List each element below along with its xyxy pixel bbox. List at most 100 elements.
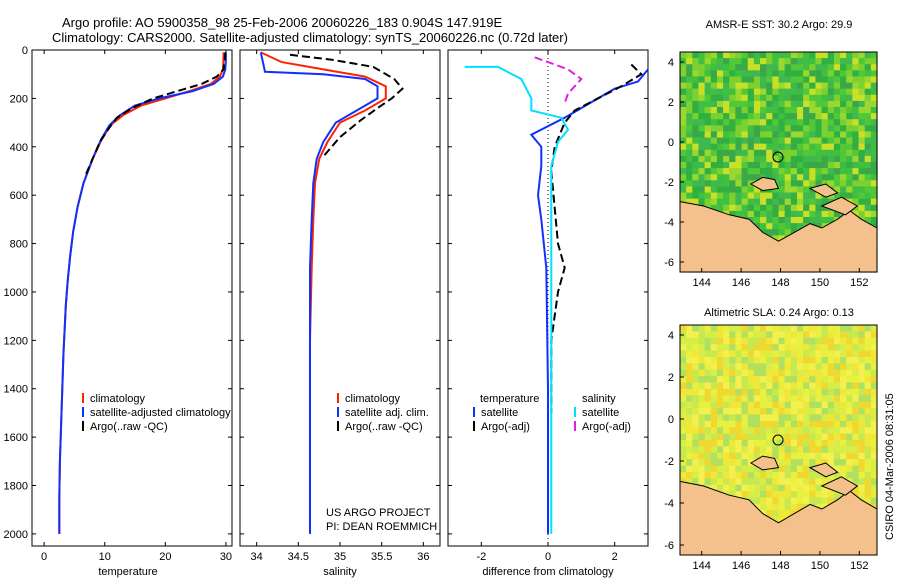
map-cell (686, 325, 693, 332)
map-cell (784, 119, 792, 126)
map-cell (833, 155, 841, 163)
map-cell (766, 376, 773, 384)
map-cell (741, 174, 749, 181)
map-cell (803, 497, 810, 505)
map-cell (858, 420, 866, 428)
map-cell (760, 491, 767, 499)
map-cell (796, 180, 804, 188)
map-cell (698, 131, 706, 139)
map-cell (692, 64, 700, 71)
x-tick-label: 10 (99, 551, 111, 563)
map-cell (846, 350, 853, 358)
map-cell (704, 440, 712, 447)
map-cell (870, 70, 878, 78)
map-cell (680, 94, 687, 102)
map-cell (864, 137, 872, 145)
map-cell (858, 350, 866, 358)
map-cell (680, 325, 687, 332)
map-cell (840, 350, 847, 358)
map-cell (766, 119, 773, 126)
map-cell (870, 174, 878, 181)
map-cell (741, 491, 749, 499)
map-cell (741, 408, 749, 416)
map-cell (815, 484, 823, 492)
map-cell (778, 125, 786, 133)
map-cell (747, 337, 755, 345)
map-cell (760, 446, 767, 454)
map-cell (729, 484, 737, 492)
map-cell (846, 155, 853, 163)
map-cell (815, 363, 823, 371)
map-cell (723, 452, 730, 460)
map-cell (778, 452, 786, 460)
map-cell (766, 192, 773, 200)
difference-xlabel: difference from climatology (482, 566, 614, 578)
map-cell (766, 198, 773, 206)
map-cell (858, 369, 866, 377)
map-cell (821, 149, 829, 157)
map-cell (827, 180, 835, 188)
map-cell (710, 337, 718, 345)
map-cell (827, 125, 835, 133)
map-cell (827, 356, 835, 364)
map-cell (809, 155, 817, 163)
map-cell (790, 52, 798, 59)
map-cell (796, 174, 804, 181)
map-cell (692, 162, 700, 169)
map-cell (704, 149, 712, 157)
map-cell (692, 107, 700, 114)
map-cell (864, 113, 872, 120)
series-satellite (58, 52, 227, 534)
map-cell (858, 382, 866, 390)
salinity-legend: climatology satellite adj. clim. Argo(..… (337, 393, 429, 433)
map-cell (809, 143, 817, 151)
map-cell (760, 433, 767, 441)
map-cell (747, 143, 755, 151)
map-cell (735, 107, 743, 114)
map-cell (790, 446, 798, 454)
map-cell (858, 192, 866, 200)
map-cell (710, 478, 718, 486)
map-cell (864, 325, 872, 332)
map-cell (833, 325, 841, 332)
map-cell (735, 376, 743, 384)
map-cell (680, 350, 687, 358)
map-cell (704, 52, 712, 59)
map-cell (778, 356, 786, 364)
map-cell (815, 113, 823, 120)
map-cell (753, 94, 761, 102)
map-cell (772, 516, 780, 524)
map-cell (729, 88, 737, 96)
map-cell (704, 401, 712, 409)
map-cell (784, 427, 792, 435)
map-cell (692, 76, 700, 84)
map-cell (821, 168, 829, 175)
map-cell (778, 155, 786, 163)
map-cell (840, 58, 847, 65)
map-cell (778, 137, 786, 145)
map-cell (772, 137, 780, 145)
map-cell (796, 503, 804, 511)
map-cell (840, 70, 847, 78)
map-cell (704, 459, 712, 467)
map-cell (803, 52, 810, 59)
map-cell (784, 58, 792, 65)
map-cell (680, 395, 687, 403)
map-cell (790, 100, 798, 108)
map-cell (704, 420, 712, 428)
map-cell (864, 162, 872, 169)
map-cell (729, 113, 737, 120)
map-cell (686, 478, 693, 486)
map-cell (698, 427, 706, 435)
map-cell (852, 337, 860, 345)
map-cell (833, 356, 841, 364)
map-cell (692, 325, 700, 332)
map-cell (741, 363, 749, 371)
map-cell (747, 497, 755, 505)
map-cell (827, 162, 835, 169)
map-cell (815, 401, 823, 409)
map-cell (870, 452, 878, 460)
map-cell (827, 58, 835, 65)
map-cell (784, 363, 792, 371)
map-cell (716, 388, 724, 396)
